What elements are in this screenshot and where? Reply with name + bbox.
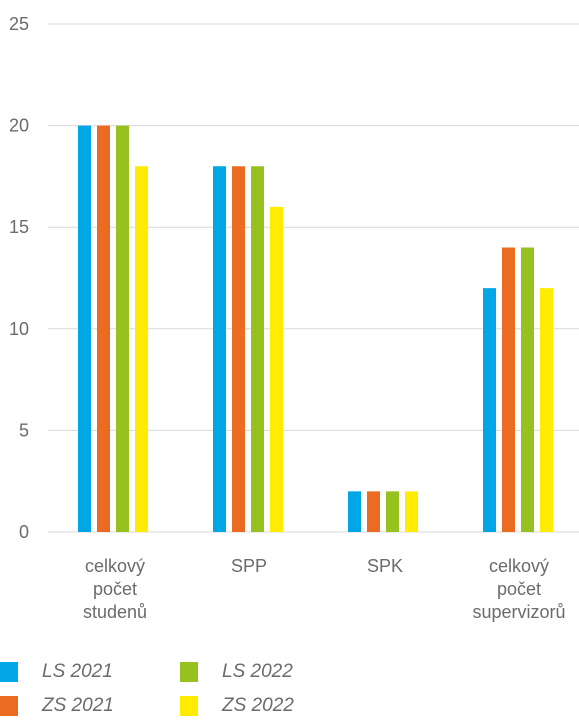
legend-swatch-ls-2022 bbox=[180, 662, 198, 682]
x-axis-category-labels: celkový počet studenů SPP SPK celkový počet sup… bbox=[83, 556, 566, 622]
bar-zs-2021-2 bbox=[367, 491, 380, 532]
y-tick-label-10: 10 bbox=[9, 319, 29, 339]
x-category-label-3-2: supervizorů bbox=[472, 602, 565, 622]
x-category-label-3-0: celkový bbox=[489, 556, 549, 576]
legend-swatch-zs-2021 bbox=[0, 696, 18, 716]
bar-zs-2022-2 bbox=[405, 491, 418, 532]
x-category-label-0-1: počet bbox=[93, 579, 137, 599]
legend-item-ls-2021: LS 2021 bbox=[0, 656, 113, 688]
y-tick-label-20: 20 bbox=[9, 116, 29, 136]
legend-item-zs-2022: ZS 2022 bbox=[180, 690, 294, 722]
bar-zs-2021-0 bbox=[97, 125, 110, 532]
legend-swatch-zs-2022 bbox=[180, 696, 198, 716]
y-tick-label-5: 5 bbox=[19, 420, 29, 440]
legend-label-ls-2021: LS 2021 bbox=[42, 661, 113, 682]
bar-ls-2022-0 bbox=[116, 125, 129, 532]
y-tick-label-15: 15 bbox=[9, 217, 29, 237]
bar-zs-2021-3 bbox=[502, 247, 515, 532]
bar-ls-2022-1 bbox=[251, 166, 264, 533]
bar-zs-2022-3 bbox=[540, 288, 553, 532]
legend-label-zs-2022: ZS 2022 bbox=[222, 695, 294, 716]
x-category-label-2-0: SPK bbox=[367, 556, 403, 576]
bar-zs-2022-1 bbox=[270, 206, 283, 532]
x-category-label-3-1: počet bbox=[497, 579, 541, 599]
bar-ls-2021-2 bbox=[348, 491, 361, 532]
bars bbox=[78, 125, 553, 533]
bar-ls-2022-2 bbox=[386, 491, 399, 532]
legend-label-ls-2022: LS 2022 bbox=[222, 661, 293, 682]
bar-ls-2021-0 bbox=[78, 125, 91, 532]
bar-ls-2021-1 bbox=[213, 166, 226, 533]
bar-ls-2021-3 bbox=[483, 288, 496, 532]
legend-label-zs-2021: ZS 2021 bbox=[42, 695, 114, 716]
bar-ls-2022-3 bbox=[521, 247, 534, 532]
legend-item-zs-2021: ZS 2021 bbox=[0, 690, 114, 722]
x-category-label-1-0: SPP bbox=[231, 556, 267, 576]
y-tick-label-25: 25 bbox=[9, 14, 29, 34]
y-tick-label-0: 0 bbox=[19, 522, 29, 542]
x-category-label-0-0: celkový bbox=[85, 556, 145, 576]
bar-zs-2022-0 bbox=[135, 166, 148, 533]
legend: LS 2021 ZS 2021 LS 2022 ZS 2022 bbox=[0, 652, 579, 718]
y-axis-tick-labels: 0 5 10 15 20 25 bbox=[9, 14, 29, 542]
x-category-label-0-2: studenů bbox=[83, 602, 147, 622]
legend-swatch-ls-2021 bbox=[0, 662, 18, 682]
legend-item-ls-2022: LS 2022 bbox=[180, 656, 293, 688]
bar-zs-2021-1 bbox=[232, 166, 245, 533]
